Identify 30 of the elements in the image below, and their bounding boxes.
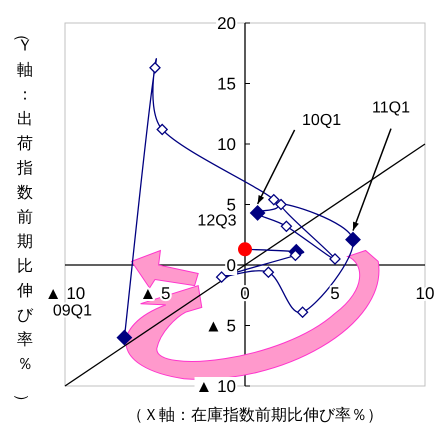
point	[116, 330, 132, 346]
point	[156, 124, 168, 136]
point	[268, 194, 280, 206]
y-tick-label: ▲ 5	[204, 316, 236, 336]
y-tick-label: 5	[226, 196, 236, 214]
point	[329, 253, 341, 265]
annotation: 11Q1	[372, 100, 410, 117]
point	[262, 266, 274, 278]
annotation: 12Q3	[197, 212, 237, 230]
point	[250, 205, 266, 221]
y-tick-label: 10	[217, 135, 236, 154]
point	[345, 232, 361, 248]
x-tick-label: 5	[330, 284, 340, 303]
annotation: 09Q1	[52, 302, 92, 320]
point	[238, 242, 252, 256]
y-tick-label: 15	[217, 74, 236, 94]
annotation: 10Q1	[302, 112, 342, 129]
y-tick-label: ▲ 10	[196, 377, 236, 396]
x-tick-label: ▲ 10	[44, 284, 86, 303]
y-tick-label: 0	[226, 256, 236, 275]
point	[290, 250, 302, 261]
point	[216, 271, 228, 283]
text: （Ｙ軸：出荷指数前期比伸び率％）	[13, 26, 33, 410]
x-axis-title: （Ｘ軸：在庫指数前期比伸び率％）	[127, 406, 383, 424]
point	[275, 198, 287, 210]
x-tick-label: 10	[416, 284, 434, 303]
point	[149, 62, 161, 74]
y-tick-label: 20	[217, 14, 236, 33]
point	[280, 220, 292, 232]
point	[296, 306, 308, 318]
